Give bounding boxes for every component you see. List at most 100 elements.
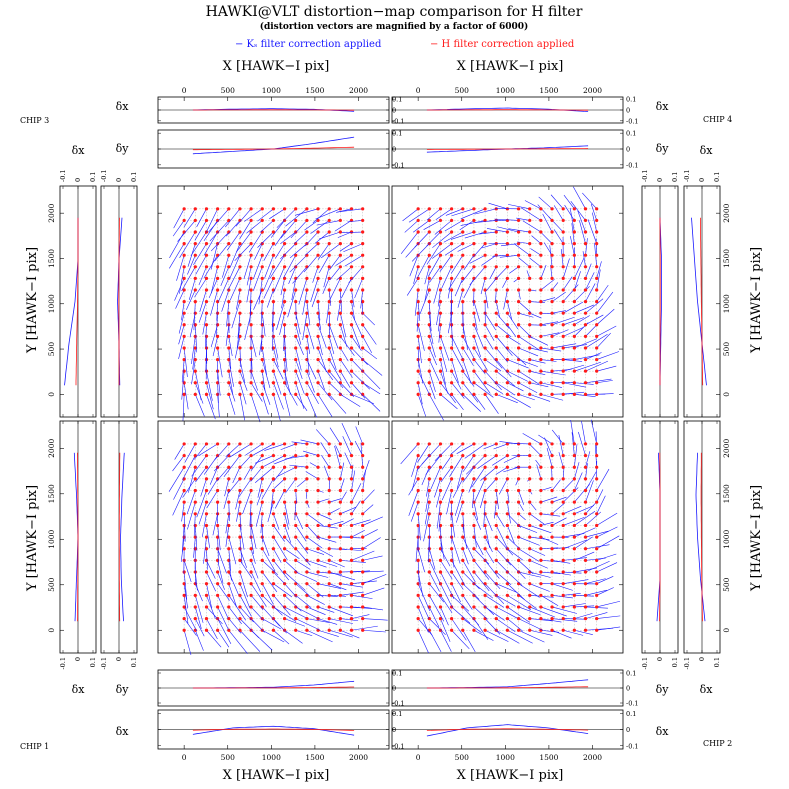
chip1-panel-ks-vector (329, 571, 356, 581)
chip4-panel-grid-point (438, 218, 443, 223)
chip1-panel-grid-point (294, 477, 298, 481)
chip4-panel-grid-point (416, 218, 420, 223)
chip4-panel-grid-point (583, 381, 588, 385)
bottom-left-dy-strip-rtick-label: 0 (392, 685, 396, 693)
chip1-panel-grid-point (327, 582, 331, 586)
chip1-panel-grid-point (249, 442, 253, 446)
chip2-panel-grid-point (583, 547, 588, 551)
chip1-panel-grid-point (227, 465, 231, 469)
chip2-panel-ks-vector (551, 629, 572, 639)
top-right-dy-strip-rtick-label: 0 (626, 146, 630, 154)
chip1-panel-grid-point (361, 488, 365, 493)
chip4-panel-grid-point (438, 207, 443, 211)
chip2-panel-grid-point (572, 523, 576, 528)
chip1-panel-ks-vector (270, 490, 274, 514)
chip4-panel-grid-point (550, 265, 554, 269)
chip3-panel-grid-point (260, 346, 264, 350)
chip4-panel-ks-vector (585, 333, 608, 349)
chip4-panel-ks-vector (562, 258, 570, 279)
chip2-panel-grid-point (494, 570, 498, 574)
chip1-panel-ks-vector (317, 560, 338, 567)
chip2-panel-grid-point (528, 582, 532, 586)
bottom-right-dy-strip-h-curve (426, 686, 589, 689)
chip2-panel-ks-vector (496, 629, 520, 644)
chip1-panel-grid-point (271, 477, 276, 481)
chip3-panel-ks-vector (295, 313, 301, 335)
chip1-panel-ks-vector (250, 606, 265, 622)
chip4-panel-grid-point (427, 346, 431, 350)
chip2-panel-ks-vector (429, 595, 445, 622)
chip1-panel-ks-vector (228, 502, 230, 522)
chip4-panel-ks-vector (474, 208, 497, 215)
chip2-panel-ks-vector (507, 595, 532, 611)
chip1-panel-ks-vector (262, 606, 280, 627)
chip1-panel-ks-vector (239, 606, 254, 623)
chip3-panel-ks-vector (302, 313, 308, 341)
bottom-right-strip-xtick-label-0: 0 (416, 753, 421, 762)
chip3-panel-grid-point (327, 230, 331, 234)
chip1-panel-grid-point (316, 582, 320, 586)
chip2-panel-grid-point (427, 570, 431, 574)
chip4-panel-ks-vector (495, 289, 497, 303)
chip2-panel-grid-point (561, 558, 565, 562)
chip3-panel-grid-point (204, 323, 209, 327)
chip4-panel-ks-vector (440, 359, 446, 385)
chip1-panel-ks-vector (183, 630, 192, 656)
chip1-panel-ks-vector (362, 570, 384, 573)
chip1-panel-ks-vector (351, 500, 361, 514)
chip3-panel-ks-vector (354, 278, 363, 299)
chip4-panel-grid-point (528, 346, 532, 350)
chip4-panel-grid-point (461, 299, 465, 304)
chip3-panel-grid-point (282, 253, 287, 257)
chip4-panel-ks-vector (529, 359, 546, 364)
chip4-panel-grid-point (539, 392, 543, 396)
chip3-panel-grid-point (349, 230, 354, 234)
bottom-left-strip-xtick-label-0: 0 (182, 753, 187, 762)
chip2-panel-ks-vector (585, 511, 602, 526)
chip3-panel-ks-vector (306, 301, 311, 326)
chip3-panel-ks-vector (304, 243, 319, 256)
chip2-panel-ks-vector (424, 502, 430, 525)
chip2-panel-ks-vector (540, 606, 567, 617)
chip3-panel-grid-point (204, 299, 209, 304)
chip2-panel-grid-point (572, 488, 576, 493)
chip2-panel-ks-vector (479, 490, 486, 509)
right-top-dy-strip-rtick-label: 0.1 (671, 172, 679, 182)
chip3-panel-grid-point (338, 346, 342, 350)
chip1-panel-ks-vector (239, 618, 260, 639)
chip2-panel-grid-point (438, 605, 443, 609)
chip4-panel-grid-point (583, 392, 588, 396)
chip2-panel-ks-vector (451, 536, 461, 564)
chip2-panel-grid-point (595, 605, 599, 609)
chip1-panel-ks-vector (200, 478, 207, 497)
chip2-panel-ks-vector (507, 618, 524, 632)
chip4-panel-grid-point (561, 276, 565, 280)
chip4-panel-grid-point (561, 346, 565, 350)
chip1-panel-grid-point (361, 605, 365, 609)
chip1-panel-ks-vector (195, 525, 198, 551)
chip4-panel-grid-point (461, 381, 465, 385)
chip4-panel-ks-vector (540, 232, 553, 244)
left-top-strip-ytick-label-500: 500 (47, 342, 56, 357)
chip4-panel-grid-point (450, 207, 454, 211)
top-right-strip-xtick-label-1500: 1500 (539, 86, 558, 95)
chip4-panel-ks-vector (448, 266, 464, 290)
chip1-panel-ks-vector (182, 478, 196, 498)
chip3-panel-ks-vector (239, 394, 246, 421)
chip1-panel-ks-vector (351, 550, 375, 561)
chip4-panel-ks-vector (507, 359, 529, 369)
chip1-panel-ks-vector (224, 478, 230, 497)
chip4-panel-grid-point (427, 230, 431, 234)
chip3-panel-ks-vector (317, 347, 327, 372)
chip4-panel-ks-vector (440, 336, 450, 361)
chip3-panel-ks-vector (172, 220, 185, 237)
chip2-panel-grid-point (539, 582, 543, 586)
chip2-panel-grid-point (472, 465, 476, 469)
chip2-panel-ks-vector (473, 629, 494, 641)
chip2-panel-grid-point (438, 628, 443, 632)
chip3-panel-ks-vector (271, 324, 274, 351)
chip2-panel-grid-point (561, 593, 565, 597)
chip2-panel-grid-point (516, 628, 521, 632)
chip1-panel-ks-vector (284, 525, 292, 543)
chip3-panel-ks-vector (260, 220, 274, 233)
